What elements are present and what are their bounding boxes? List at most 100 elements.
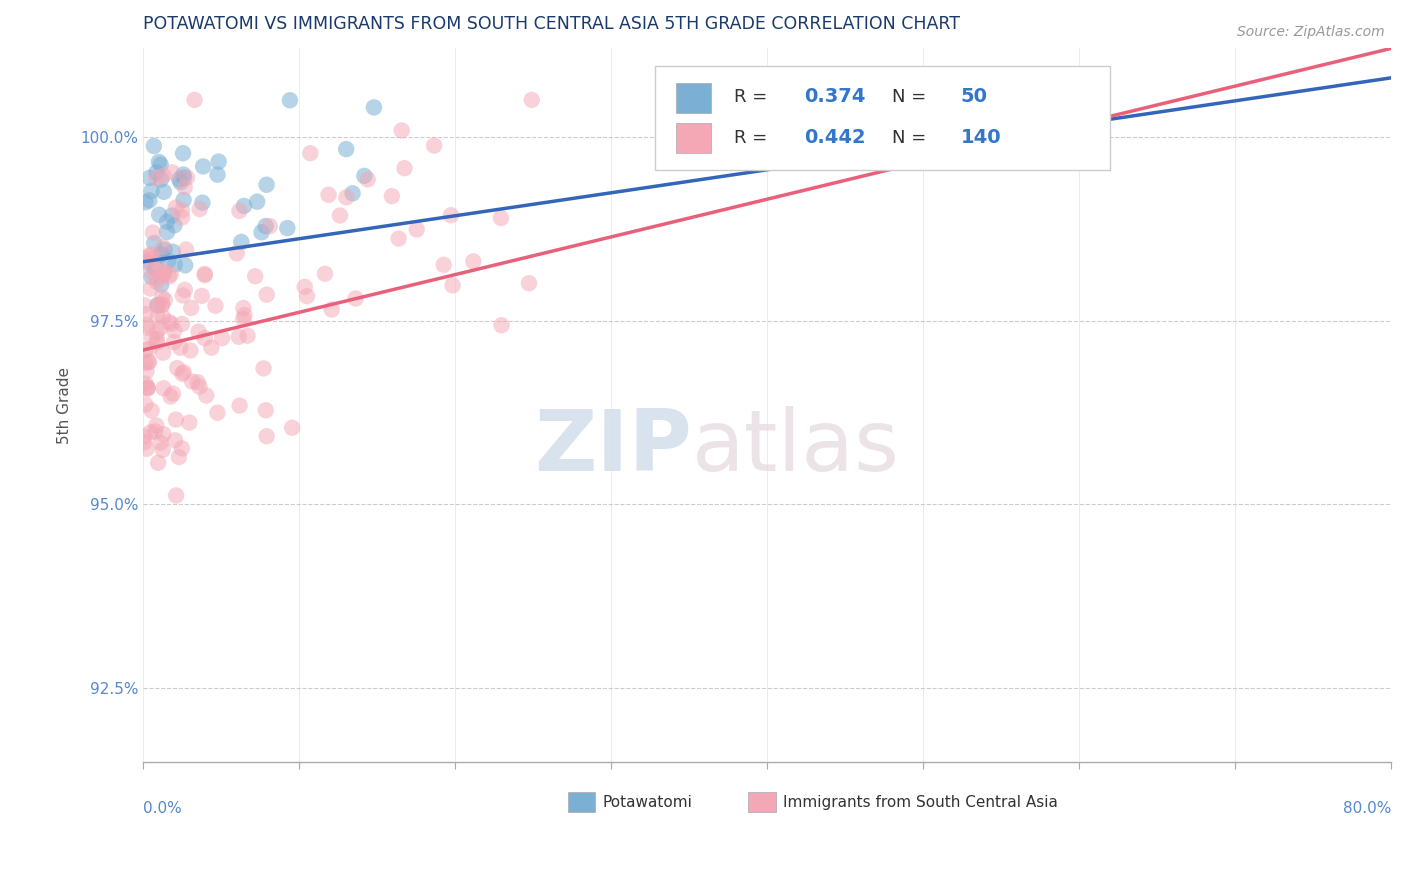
Point [153, 268, 176, 282]
Point [146, 325, 169, 339]
Point [231, 235, 253, 249]
Point [254, 219, 277, 233]
Point [160, 165, 183, 179]
Point [138, 355, 160, 369]
Point [148, 208, 170, 222]
Point [138, 355, 160, 369]
Text: Potawatomi: Potawatomi [603, 795, 692, 810]
Point [148, 155, 170, 169]
Point [335, 190, 357, 204]
Point [153, 243, 176, 257]
Point [173, 180, 195, 194]
Point [195, 388, 218, 402]
Point [156, 215, 179, 229]
Point [295, 289, 318, 303]
Point [141, 269, 163, 284]
Point [232, 312, 254, 326]
Point [135, 381, 157, 395]
Point [141, 184, 163, 198]
Point [342, 186, 364, 201]
Point [138, 170, 160, 185]
Point [463, 254, 485, 268]
Point [179, 343, 201, 358]
Point [134, 195, 156, 210]
Point [440, 208, 463, 222]
Point [149, 248, 172, 262]
Point [173, 170, 195, 185]
Point [135, 252, 157, 266]
Point [173, 365, 195, 379]
Point [245, 269, 267, 284]
Point [163, 258, 186, 272]
Point [135, 442, 157, 456]
Point [394, 161, 416, 176]
Point [134, 429, 156, 443]
Text: 140: 140 [960, 128, 1001, 147]
Point [150, 298, 173, 312]
Point [191, 289, 214, 303]
Point [180, 301, 202, 315]
Point [176, 170, 198, 185]
Point [391, 123, 413, 137]
Point [353, 169, 375, 183]
Point [145, 165, 167, 179]
Point [194, 331, 217, 345]
Point [314, 267, 336, 281]
Point [146, 299, 169, 313]
Point [170, 442, 193, 456]
Text: 0.0%: 0.0% [143, 801, 183, 816]
Point [183, 93, 205, 107]
Point [173, 193, 195, 207]
Point [149, 158, 172, 172]
Point [517, 276, 540, 290]
Point [157, 254, 180, 268]
Point [134, 356, 156, 370]
Point [141, 265, 163, 279]
Text: 50: 50 [960, 87, 987, 106]
Point [136, 382, 159, 396]
Point [136, 380, 159, 394]
Text: Immigrants from South Central Asia: Immigrants from South Central Asia [783, 795, 1059, 810]
FancyBboxPatch shape [748, 792, 776, 812]
Point [157, 269, 180, 284]
Point [159, 390, 181, 404]
Point [441, 278, 464, 293]
Point [520, 93, 543, 107]
Point [381, 189, 404, 203]
Point [163, 323, 186, 337]
Point [165, 434, 187, 448]
Point [491, 318, 513, 333]
Point [138, 194, 160, 208]
Point [276, 221, 298, 235]
Point [363, 100, 385, 114]
Point [134, 343, 156, 358]
Point [405, 222, 427, 236]
Y-axis label: 5th Grade: 5th Grade [58, 367, 72, 443]
Point [172, 367, 194, 381]
Point [204, 299, 226, 313]
Point [134, 376, 156, 391]
Point [146, 335, 169, 350]
Point [150, 298, 173, 312]
Text: Source: ZipAtlas.com: Source: ZipAtlas.com [1237, 25, 1385, 39]
Point [152, 427, 174, 442]
Point [145, 418, 167, 433]
Point [423, 138, 446, 153]
Point [157, 315, 180, 329]
Text: atlas: atlas [692, 407, 900, 490]
Point [329, 209, 352, 223]
Point [259, 219, 281, 234]
Text: ZIP: ZIP [534, 407, 692, 490]
Point [170, 317, 193, 331]
Point [388, 231, 411, 245]
Point [152, 381, 174, 395]
Point [146, 456, 169, 470]
Point [254, 403, 277, 417]
Point [246, 194, 269, 209]
Point [181, 375, 204, 389]
Point [160, 317, 183, 331]
Point [146, 310, 169, 324]
Point [228, 399, 250, 413]
Text: R =: R = [734, 128, 772, 146]
Point [281, 421, 304, 435]
